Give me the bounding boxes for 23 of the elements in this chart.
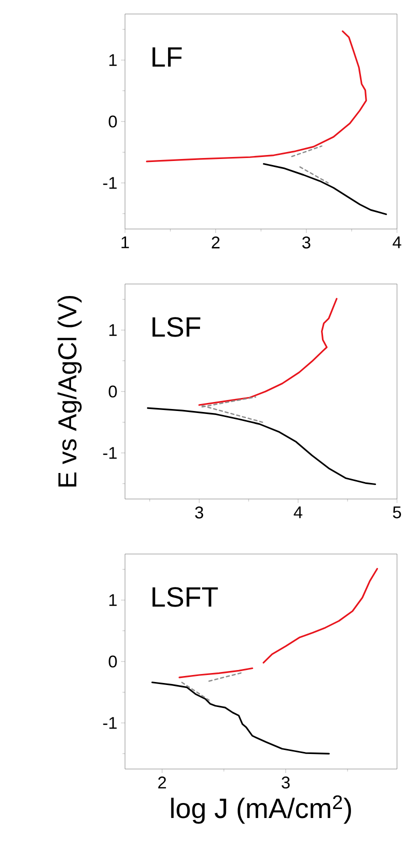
- x-tick-label: 3: [195, 506, 204, 518]
- y-tick-label: -1: [103, 447, 117, 459]
- text: LSF: [152, 317, 200, 337]
- y-tick-label: 0: [108, 115, 117, 128]
- y-tick-label: 0: [108, 656, 117, 668]
- y-tick-label: 1: [109, 54, 117, 66]
- x-tick-label: 4: [294, 506, 302, 518]
- x-tick-label: 4: [392, 236, 402, 248]
- text: LSFT: [152, 587, 218, 607]
- y-tick-label: -1: [103, 177, 117, 189]
- y-tick-label: -1: [103, 717, 117, 729]
- x-tick-label: 5: [392, 506, 401, 518]
- x-tick-label: 3: [302, 236, 310, 248]
- x-tick-label: 1: [122, 236, 129, 248]
- y-tick-label: 1: [109, 324, 117, 336]
- x-tick-label: 2: [158, 776, 166, 788]
- text: LF: [152, 47, 182, 67]
- y-axis-title: E vs Ag/AgCl (V): [58, 296, 82, 487]
- x-axis-title: log J (mA/cm$^{2}$): [171, 795, 351, 824]
- y-tick-label: 0: [108, 386, 117, 398]
- x-tick-label: 3: [282, 776, 290, 789]
- x-tick-label: 2: [212, 236, 220, 248]
- y-tick-label: 1: [109, 594, 117, 606]
